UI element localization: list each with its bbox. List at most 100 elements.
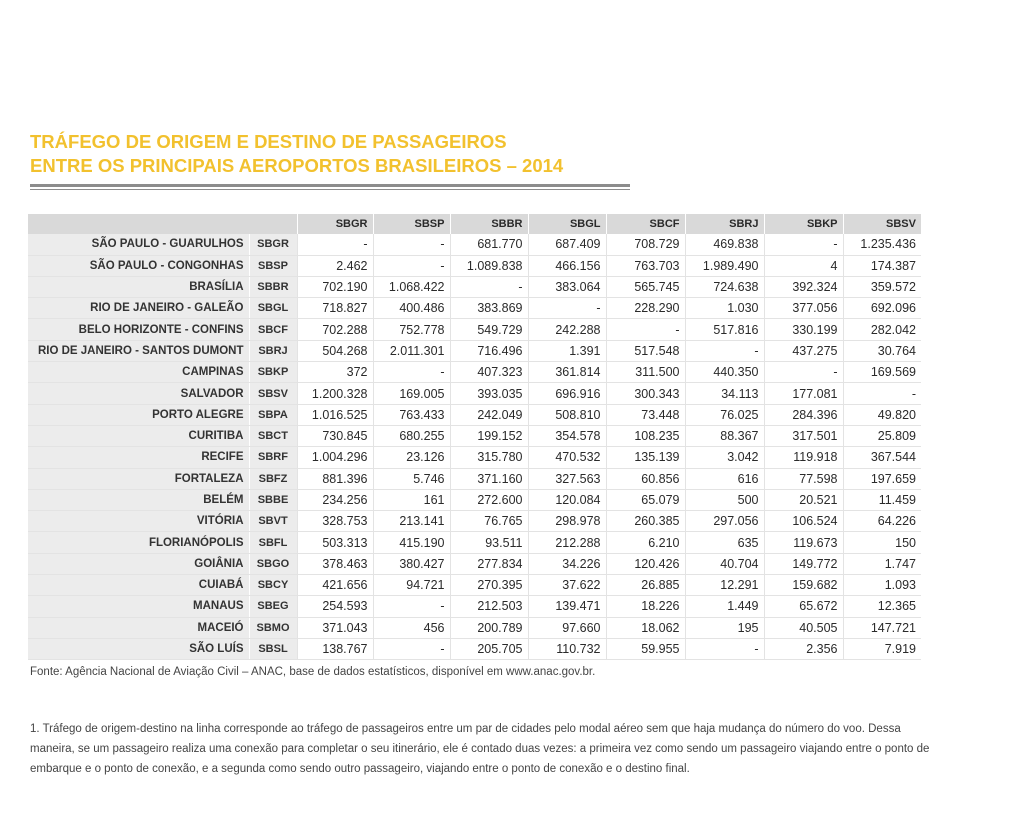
row-airport-code: SBSV: [248, 382, 297, 405]
table-cell: 359.572: [842, 276, 921, 299]
column-header: SBGR: [296, 214, 373, 235]
row-airport-code: SBCT: [248, 425, 297, 448]
table-cell: -: [372, 255, 450, 277]
table-cell: 169.005: [372, 382, 450, 405]
table-cell: 119.918: [763, 446, 843, 469]
table-cell: 242.288: [527, 318, 606, 341]
traffic-table: SBGR SBSP SBBR SBGL SBCF SBRJ SBKP SBSV …: [28, 214, 921, 661]
table-cell: 197.659: [842, 468, 921, 490]
table-cell: -: [296, 234, 373, 256]
footnote: 1. Tráfego de origem-destino na linha co…: [30, 723, 930, 775]
table-cell: -: [449, 276, 528, 299]
row-airport-code: SBKP: [248, 361, 297, 384]
table-row: CAMPINAS SBKP 372-407.323 361.814 311.500 440…: [28, 361, 921, 384]
table-cell: 270.395: [449, 574, 528, 597]
table-cell: -: [372, 638, 450, 661]
table-cell: 635: [684, 531, 764, 554]
table-cell: 367.544: [842, 446, 921, 469]
table-cell: 64.226: [842, 510, 921, 533]
table-cell: 88.367: [684, 425, 764, 448]
table-cell: 377.056: [763, 297, 843, 320]
table-cell: 1.449: [684, 595, 764, 618]
row-city-label: RIO DE JANEIRO - GALEÃO: [28, 297, 249, 320]
column-header: SBCF: [605, 214, 685, 235]
row-airport-code: SBEG: [248, 595, 297, 618]
row-airport-code: SBGL: [248, 297, 297, 320]
table-cell: 702.288: [296, 318, 373, 341]
table-cell: 65.672: [763, 595, 843, 618]
table-cell: 500: [684, 489, 764, 512]
table-cell: -: [684, 340, 764, 363]
row-airport-code: SBPA: [248, 404, 297, 426]
table-cell: 18.062: [605, 617, 685, 639]
table-cell: 297.056: [684, 510, 764, 533]
row-airport-code: SBSL: [248, 638, 297, 661]
table-cell: 702.190: [296, 276, 373, 299]
table-row: MANAUS SBEG 254.593-212.503 139.471 18.226 1.…: [28, 595, 921, 618]
table-cell: 1.093: [842, 574, 921, 597]
table-cell: 440.350: [684, 361, 764, 384]
table-cell: 177.081: [763, 382, 843, 405]
row-airport-code: SBRJ: [248, 340, 297, 363]
header-blank-city: [28, 214, 249, 235]
column-header: SBGL: [527, 214, 606, 235]
table-row: GOIÂNIA SBGO 378.463 380.427 277.834 34.226 12…: [28, 553, 921, 576]
table-cell: 724.638: [684, 276, 764, 299]
table-cell: 150: [842, 531, 921, 554]
table-cell: 282.042: [842, 318, 921, 341]
row-city-label: GOIÂNIA: [28, 553, 249, 576]
table-cell: 4: [763, 255, 843, 277]
table-row: VITÓRIA SBVT 328.753 213.141 76.765 298.978 26…: [28, 510, 921, 533]
table-cell: 169.569: [842, 361, 921, 384]
table-header-row: SBGR SBSP SBBR SBGL SBCF SBRJ SBKP SBSV: [28, 214, 921, 235]
table-cell: 372: [296, 361, 373, 384]
table-cell: 77.598: [763, 468, 843, 490]
table-cell: 40.704: [684, 553, 764, 576]
table-cell: 277.834: [449, 553, 528, 576]
table-cell: 94.721: [372, 574, 450, 597]
table-cell: 392.324: [763, 276, 843, 299]
table-cell: -: [372, 361, 450, 384]
table-cell: 680.255: [372, 425, 450, 448]
table-row: SÃO PAULO - GUARULHOS SBGR - -681.770 687.40…: [28, 234, 921, 256]
table-cell: -: [372, 595, 450, 618]
table-cell: 2.011.301: [372, 340, 450, 363]
table-cell: 97.660: [527, 617, 606, 639]
table-cell: 549.729: [449, 318, 528, 341]
table-cell: 18.226: [605, 595, 685, 618]
table-row: FLORIANÓPOLIS SBFL 503.313 415.190 93.511 212…: [28, 531, 921, 554]
table-cell: 881.396: [296, 468, 373, 490]
table-row: CURITIBA SBCT 730.845 680.255 199.152 354.578…: [28, 425, 921, 448]
row-airport-code: SBBE: [248, 489, 297, 512]
row-city-label: SÃO PAULO - GUARULHOS: [28, 234, 249, 256]
table-cell: 1.030: [684, 297, 764, 320]
table-cell: 205.705: [449, 638, 528, 661]
table-cell: 254.593: [296, 595, 373, 618]
table-cell: 34.226: [527, 553, 606, 576]
table-row: BELÉM SBBE 234.256 161 272.600 120.084 65.079 5…: [28, 489, 921, 512]
row-airport-code: SBMO: [248, 617, 297, 639]
row-airport-code: SBGO: [248, 553, 297, 576]
table-cell: 59.955: [605, 638, 685, 661]
table-cell: 60.856: [605, 468, 685, 490]
table-cell: 213.141: [372, 510, 450, 533]
row-city-label: SÃO LUÍS: [28, 638, 249, 661]
table-row: PORTO ALEGRE SBPA 1.016.525 763.433 242.049 5…: [28, 404, 921, 426]
table-row: CUIABÁ SBCY 421.656 94.721 270.395 37.622 26.8…: [28, 574, 921, 597]
row-city-label: BELÉM: [28, 489, 249, 512]
table-cell: 371.043: [296, 617, 373, 639]
table-cell: 5.746: [372, 468, 450, 490]
title-line-2: ENTRE OS PRINCIPAIS AEROPORTOS BRASILEIR…: [30, 155, 564, 176]
row-city-label: FLORIANÓPOLIS: [28, 531, 249, 554]
row-airport-code: SBFZ: [248, 468, 297, 490]
page-title: TRÁFEGO DE ORIGEM E DESTINO DE PASSAGEIR…: [30, 130, 563, 178]
table-cell: 159.682: [763, 574, 843, 597]
table-cell: 300.343: [605, 382, 685, 405]
table-cell: 25.809: [842, 425, 921, 448]
row-city-label: CUIABÁ: [28, 574, 249, 597]
table-cell: 503.313: [296, 531, 373, 554]
table-cell: 26.885: [605, 574, 685, 597]
table-cell: 315.780: [449, 446, 528, 469]
row-city-label: CURITIBA: [28, 425, 249, 448]
table-cell: 328.753: [296, 510, 373, 533]
